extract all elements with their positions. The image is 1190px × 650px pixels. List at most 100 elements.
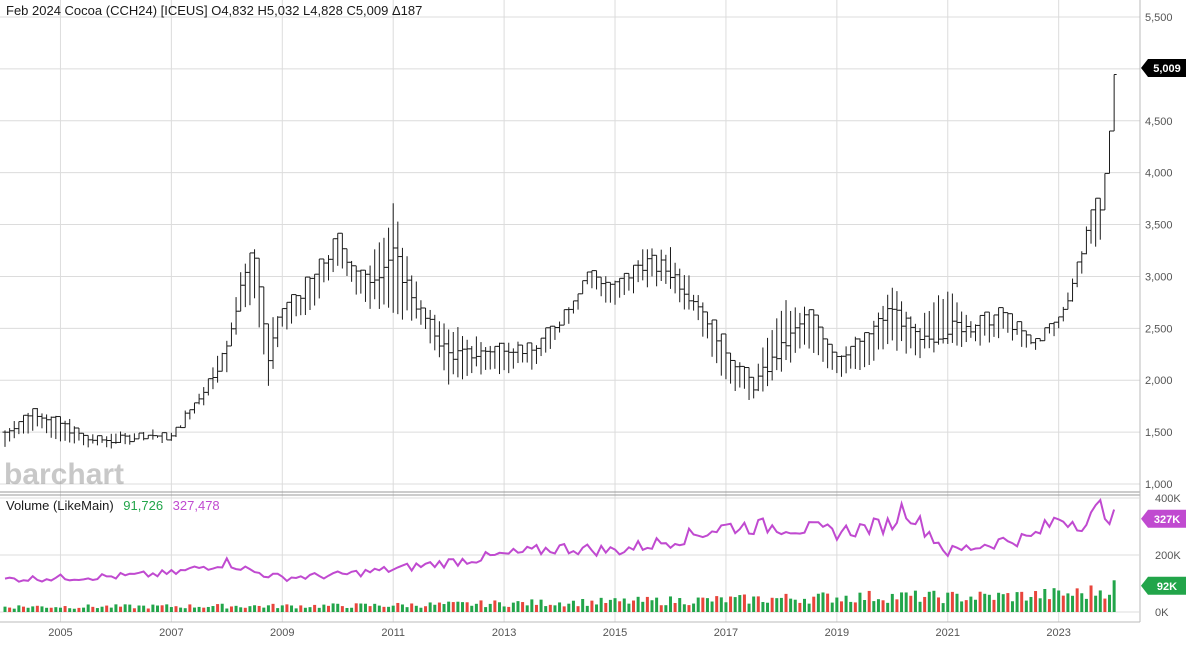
ohlc-bar: [1070, 278, 1076, 302]
volume-bar: [86, 604, 90, 612]
volume-bar: [188, 604, 192, 612]
volume-bar: [719, 597, 723, 612]
ohlc-bar: [557, 321, 563, 333]
volume-bar: [1089, 585, 1093, 612]
ohlc-bar: [450, 332, 456, 375]
volume-bar: [969, 596, 973, 612]
ohlc-bar: [520, 344, 526, 363]
volume-bar: [1075, 588, 1079, 612]
volume-bar: [900, 592, 904, 612]
ohlc-bar: [718, 333, 724, 376]
ohlc-bar: [168, 432, 174, 441]
x-tick-label: 2009: [270, 627, 294, 639]
volume-bar: [197, 606, 201, 612]
volume-bar: [1043, 588, 1047, 612]
ohlc-bar: [912, 323, 918, 356]
ohlc-bar: [691, 294, 697, 311]
volume-bar: [909, 595, 913, 612]
volume-bar: [863, 600, 867, 612]
volume-bar: [534, 604, 538, 612]
volume-bar: [229, 606, 233, 612]
volume-bar: [424, 606, 428, 612]
volume-bar: [165, 604, 169, 612]
ohlc-bar: [843, 346, 849, 374]
ohlc-bar: [275, 316, 281, 348]
ohlc-bar: [44, 414, 50, 434]
ohlc-bar: [404, 256, 410, 311]
volume-bar: [507, 606, 511, 612]
volume-bar: [1094, 595, 1098, 612]
volume-bar: [632, 600, 636, 612]
ohlc-bar: [894, 291, 900, 351]
volume-bar: [1061, 595, 1065, 612]
ohlc-bar: [164, 432, 170, 441]
volume-bar: [276, 608, 280, 612]
ohlc-bar: [16, 421, 22, 435]
volume-bar: [881, 600, 885, 612]
ohlc-bar: [1000, 307, 1006, 329]
volume-bar: [812, 596, 816, 612]
volume-bar: [618, 601, 622, 612]
last-volume-badge: 92K: [1141, 576, 1186, 595]
volume-bar: [211, 606, 215, 612]
ohlc-bar: [1046, 323, 1052, 334]
ohlc-bar: [1019, 321, 1025, 347]
volume-bar: [983, 593, 987, 612]
ohlc-bar: [838, 355, 844, 377]
average-value: 327,478: [172, 498, 220, 513]
ohlc-bar: [390, 203, 396, 313]
volume-bar: [428, 602, 432, 612]
ohlc-bar: [598, 276, 604, 297]
ohlc-bar: [774, 318, 780, 371]
volume-bar: [340, 606, 344, 612]
ohlc-bar: [30, 408, 36, 431]
volume-bar: [322, 604, 326, 612]
volume-bar: [987, 594, 991, 612]
volume-bar: [12, 608, 16, 612]
ohlc-bar: [376, 242, 382, 309]
volume-bar: [391, 605, 395, 612]
ohlc-bar: [700, 302, 706, 337]
average-line-layer: [4, 498, 1116, 583]
ohlc-bar: [325, 255, 331, 281]
ohlc-bar: [159, 432, 165, 444]
price-y-tick-label: 5,500: [1145, 12, 1173, 24]
volume-bar: [696, 597, 700, 612]
volume-bar: [1052, 588, 1056, 612]
ohlc-bar: [862, 332, 868, 368]
volume-bar: [913, 590, 917, 612]
ohlc-bar: [561, 309, 567, 326]
volume-bar: [1047, 599, 1051, 612]
volume-bar: [377, 605, 381, 612]
volume-bar: [595, 604, 599, 612]
ohlc-bar: [654, 254, 660, 287]
volume-bar: [169, 607, 173, 612]
ohlc-bar: [543, 327, 549, 353]
volume-bar: [992, 599, 996, 612]
ohlc-bar: [252, 249, 258, 299]
ohlc-bar: [1083, 226, 1089, 255]
volume-bar: [128, 604, 132, 612]
ohlc-bar: [483, 347, 489, 370]
ohlc-bar: [834, 351, 840, 374]
ohlc-bar: [478, 342, 484, 375]
volume-bar: [174, 606, 178, 612]
ohlc-bar: [150, 429, 156, 440]
ohlc-bar: [339, 232, 345, 269]
ohlc-bar: [875, 312, 881, 350]
volume-bar: [867, 590, 871, 612]
volume-bar: [1015, 592, 1019, 612]
ohlc-bar: [1107, 130, 1113, 174]
x-tick-label: 2023: [1046, 627, 1070, 639]
ohlc-bar: [233, 297, 239, 335]
ohlc-bar: [210, 367, 216, 390]
ohlc-bar: [566, 307, 572, 324]
volume-bar: [234, 605, 238, 612]
volume-y-tick-label: 0K: [1155, 607, 1169, 619]
ohlc-bar: [612, 280, 618, 305]
ohlc-bar: [455, 327, 461, 378]
volume-bar: [918, 601, 922, 612]
volume-bar: [1034, 591, 1038, 612]
ohlc-bar: [760, 347, 766, 392]
ohlc-bar: [982, 311, 988, 336]
